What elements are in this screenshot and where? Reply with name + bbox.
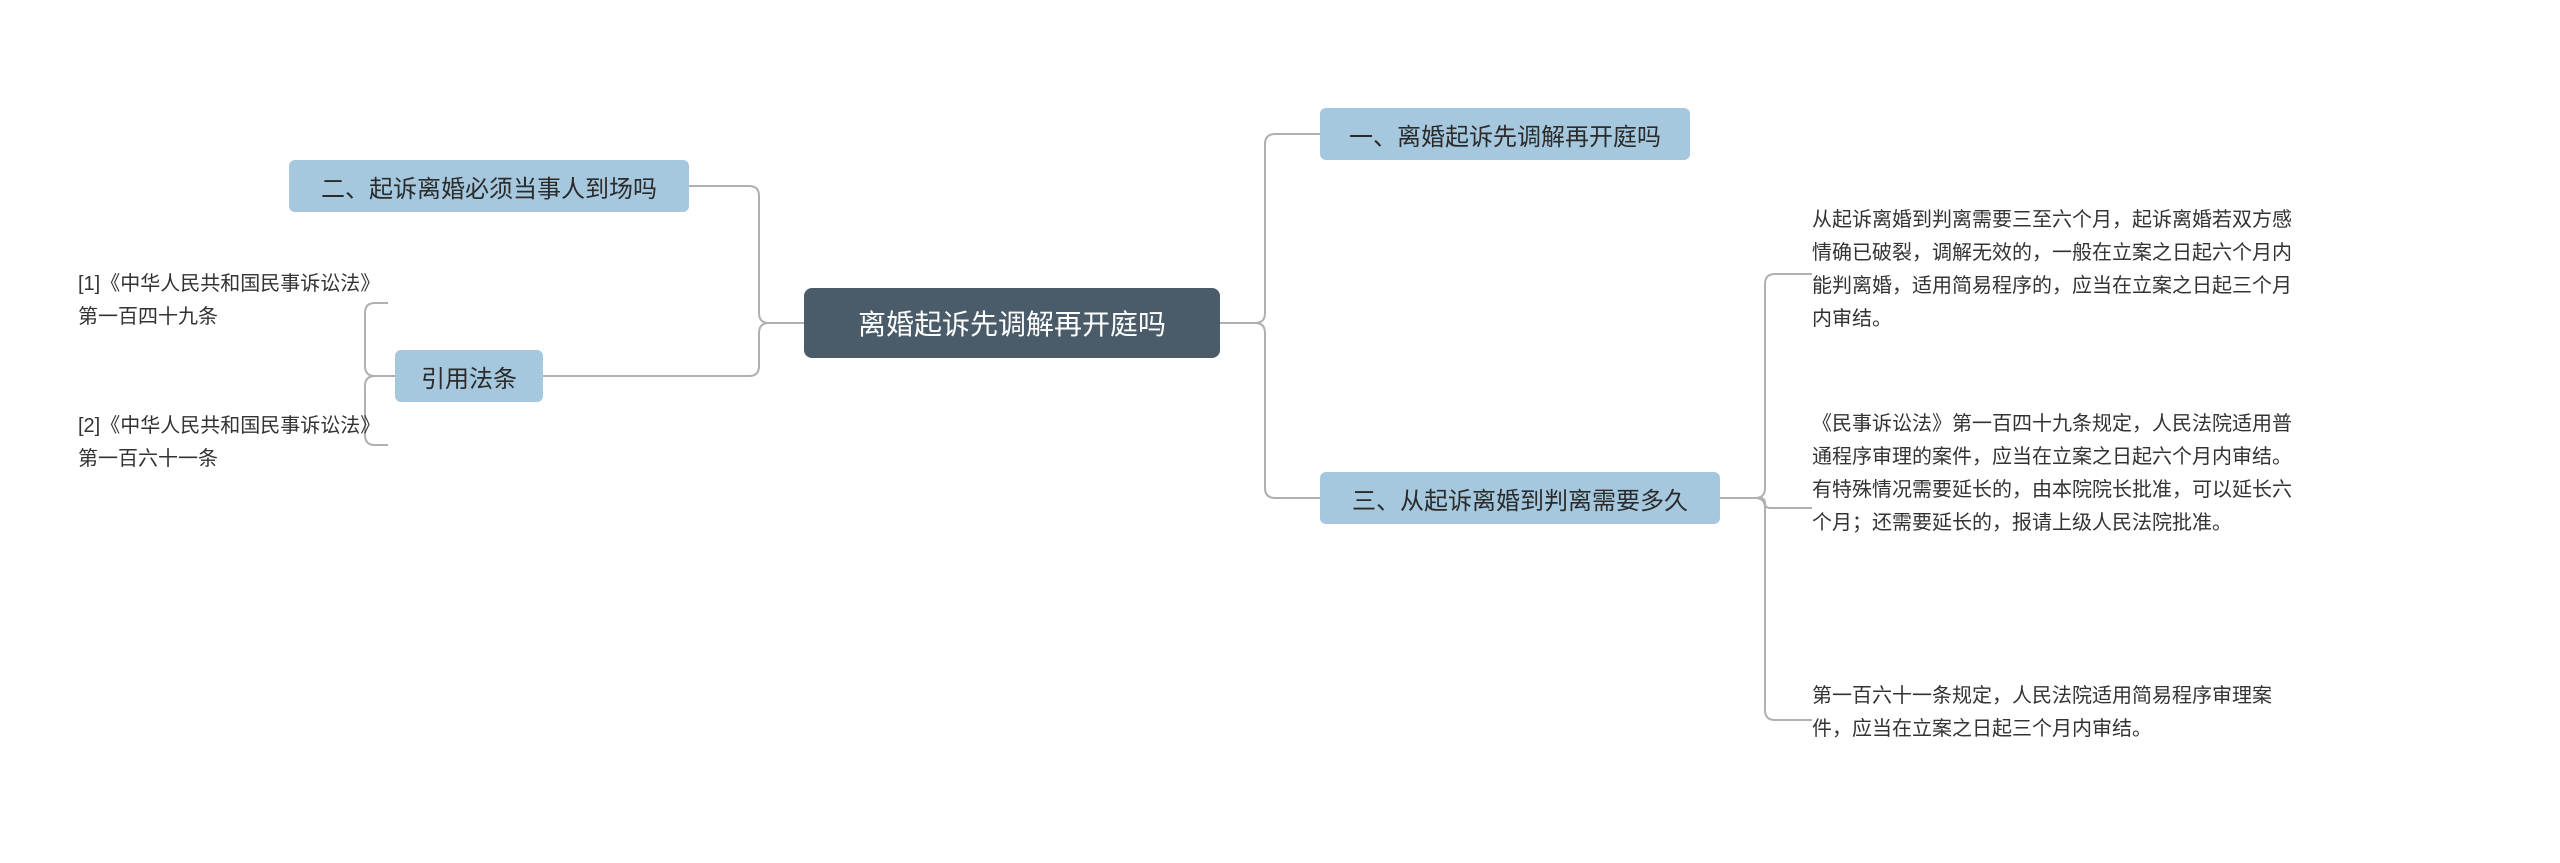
leaf-right-3-3: 第一百六十一条规定，人民法院适用简易程序审理案件，应当在立案之日起三个月内审结。: [1812, 680, 2292, 760]
leaf-right-3-2: 《民事诉讼法》第一百四十九条规定，人民法院适用普通程序审理的案件，应当在立案之日…: [1812, 408, 2292, 608]
branch-right-3[interactable]: 三、从起诉离婚到判离需要多久: [1320, 472, 1720, 524]
branch-left-2[interactable]: 二、起诉离婚必须当事人到场吗: [289, 160, 689, 212]
leaf-left-ref-2: [2]《中华人民共和国民事诉讼法》 第一百六十一条: [78, 410, 388, 480]
branch-left-ref[interactable]: 引用法条: [395, 350, 543, 402]
root-node[interactable]: 离婚起诉先调解再开庭吗: [804, 288, 1220, 358]
mindmap-canvas: 离婚起诉先调解再开庭吗 一、离婚起诉先调解再开庭吗 三、从起诉离婚到判离需要多久…: [0, 0, 2560, 863]
branch-right-1[interactable]: 一、离婚起诉先调解再开庭吗: [1320, 108, 1690, 160]
leaf-right-3-1: 从起诉离婚到判离需要三至六个月，起诉离婚若双方感情确已破裂，调解无效的，一般在立…: [1812, 204, 2292, 344]
leaf-left-ref-1: [1]《中华人民共和国民事诉讼法》 第一百四十九条: [78, 268, 388, 338]
